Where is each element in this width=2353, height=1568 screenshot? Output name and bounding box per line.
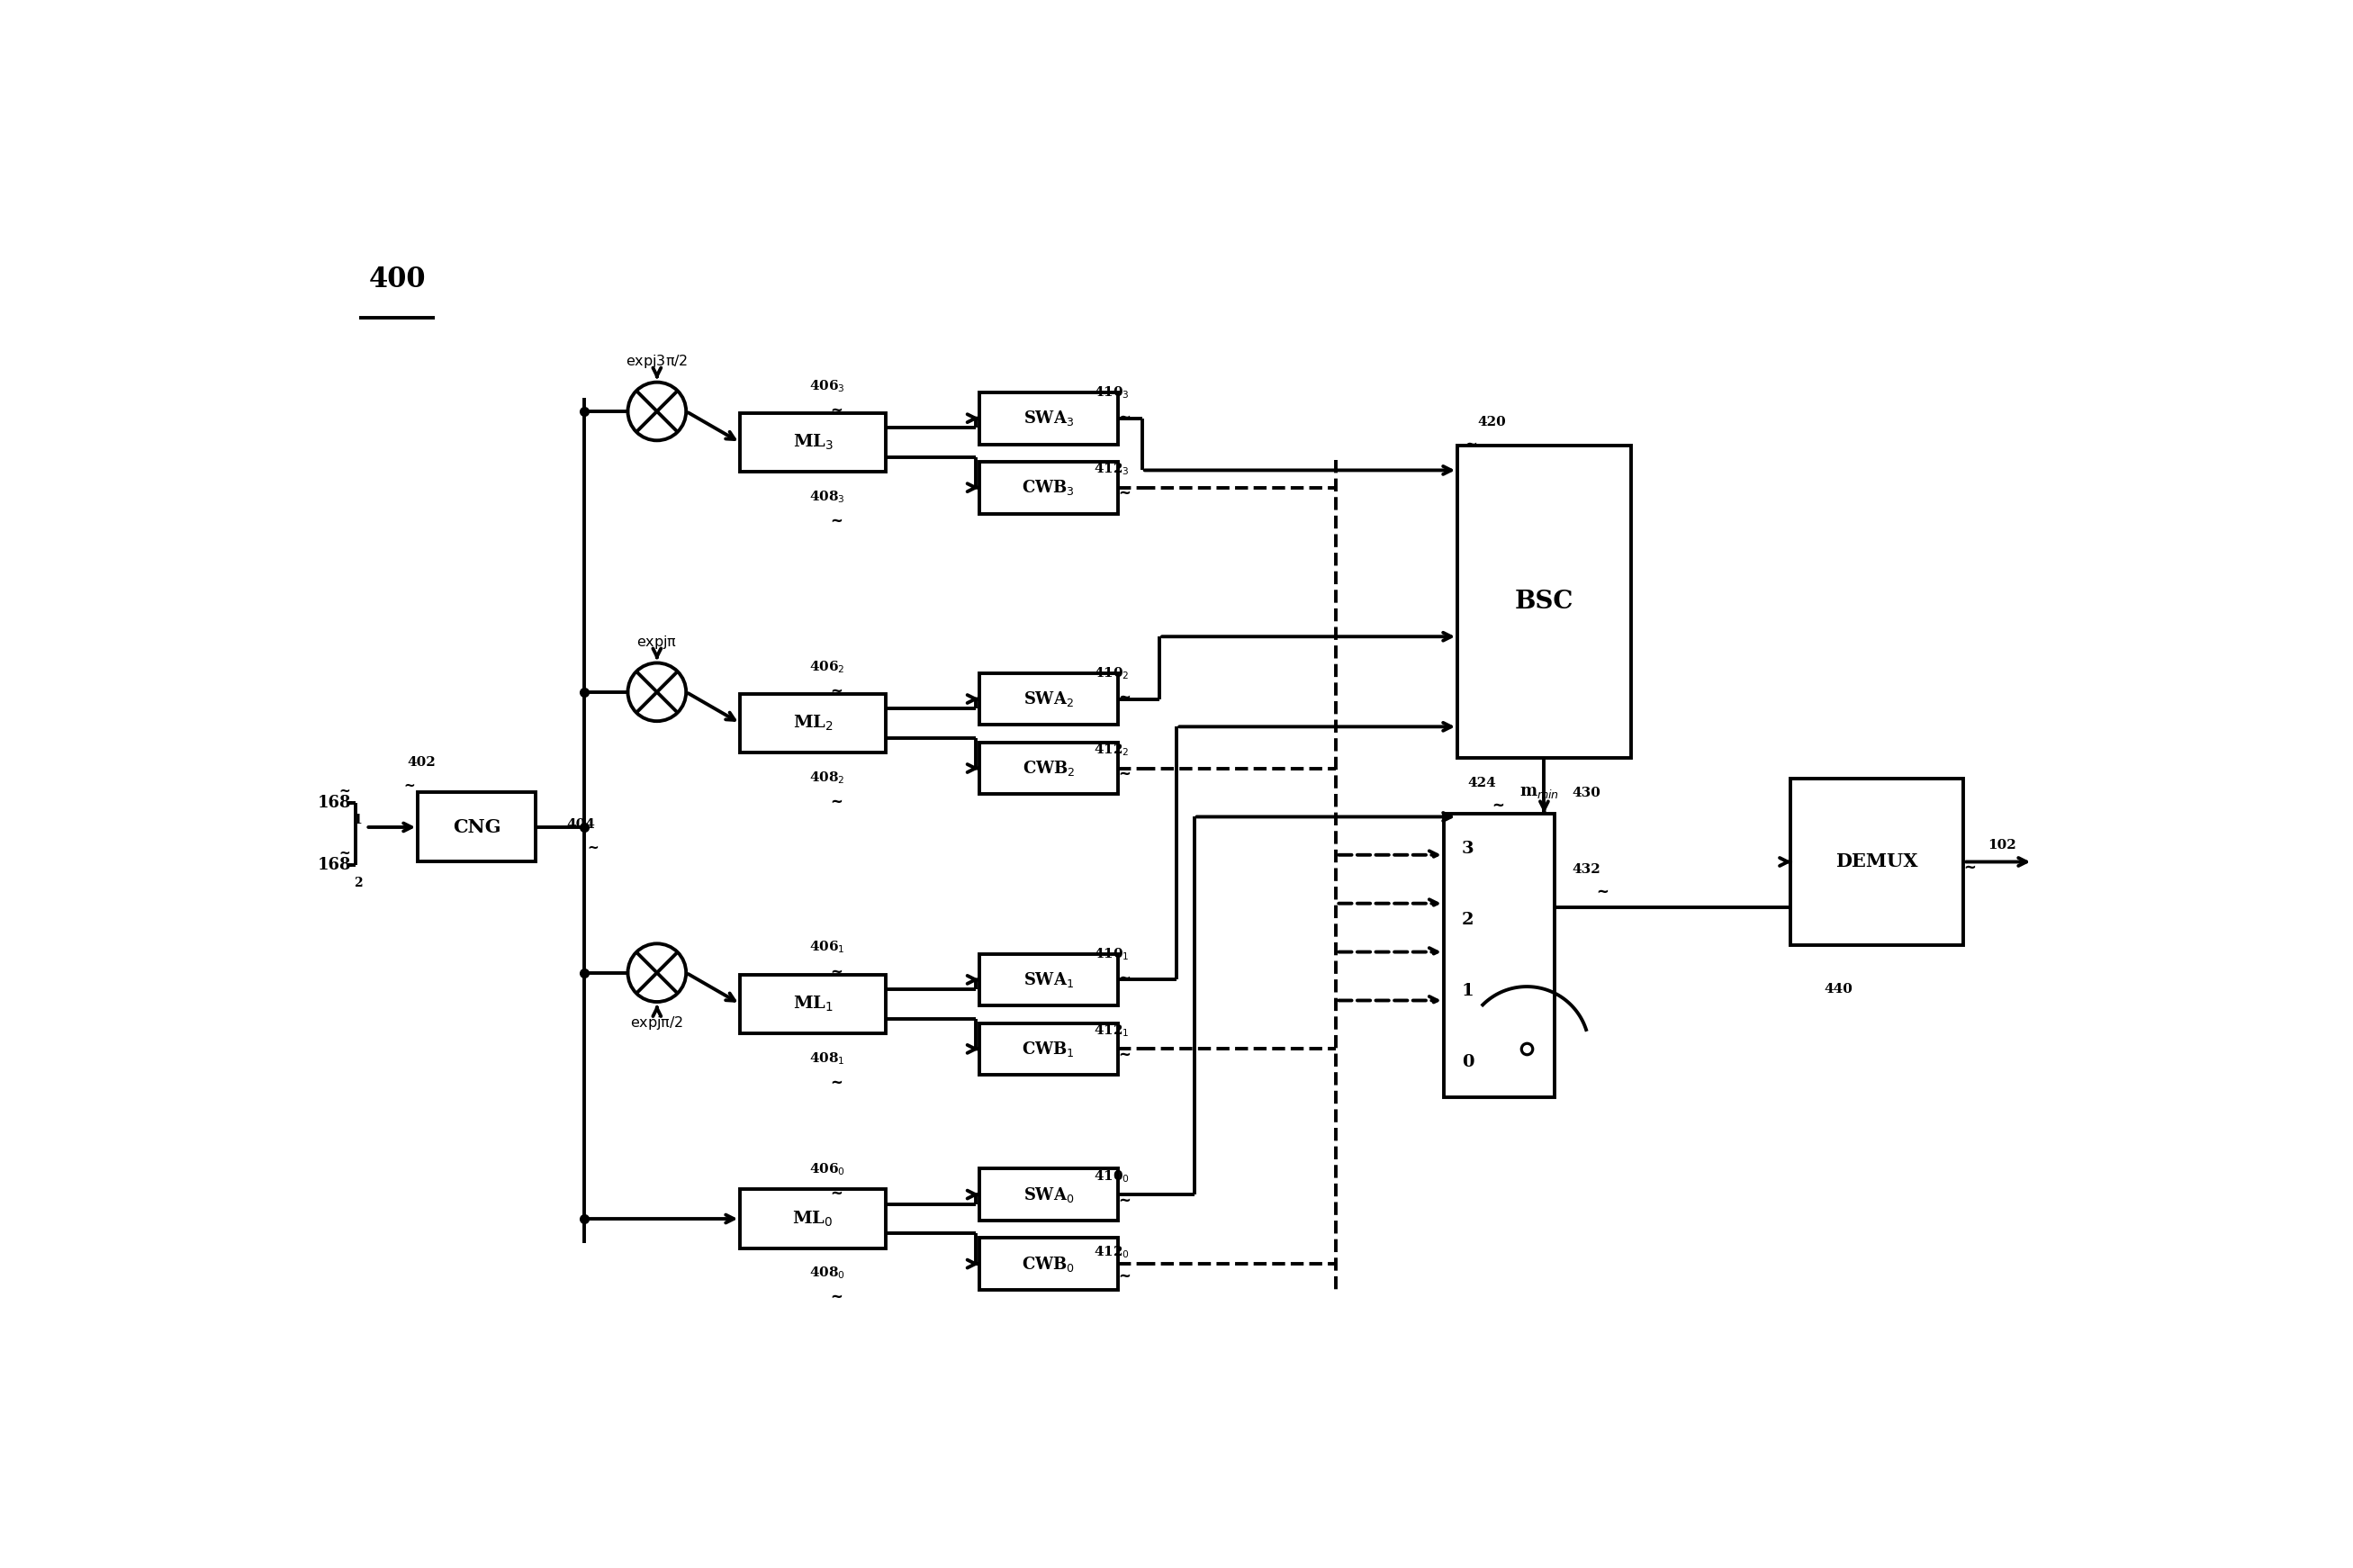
FancyBboxPatch shape (979, 392, 1118, 444)
Text: SWA$_3$: SWA$_3$ (1024, 409, 1073, 428)
Text: ~: ~ (1118, 1269, 1129, 1284)
Text: ~: ~ (1118, 485, 1129, 502)
Text: 410$_2$: 410$_2$ (1094, 666, 1129, 682)
Text: 406$_0$: 406$_0$ (809, 1162, 845, 1178)
FancyBboxPatch shape (741, 974, 885, 1033)
Text: ~: ~ (588, 842, 600, 855)
Text: ~: ~ (831, 1185, 842, 1201)
Text: 412$_3$: 412$_3$ (1094, 461, 1129, 477)
Text: 430: 430 (1572, 787, 1600, 800)
Text: CWB$_3$: CWB$_3$ (1021, 478, 1075, 497)
Text: 404: 404 (567, 818, 595, 831)
Text: 412$_0$: 412$_0$ (1094, 1245, 1129, 1261)
FancyBboxPatch shape (1445, 814, 1555, 1098)
FancyBboxPatch shape (979, 673, 1118, 724)
FancyBboxPatch shape (979, 742, 1118, 795)
Text: ~: ~ (1118, 765, 1129, 782)
Text: 3: 3 (1461, 840, 1473, 858)
Text: ML$_3$: ML$_3$ (793, 433, 833, 452)
Text: 400: 400 (369, 265, 426, 293)
Text: ~: ~ (1464, 437, 1478, 453)
Text: ~: ~ (405, 779, 416, 792)
Text: 1: 1 (353, 814, 362, 826)
FancyBboxPatch shape (979, 1022, 1118, 1076)
Text: 168: 168 (318, 795, 351, 811)
Text: 1: 1 (1461, 983, 1473, 999)
Text: CNG: CNG (452, 818, 501, 836)
Text: ~: ~ (339, 784, 351, 798)
Text: ~: ~ (1492, 797, 1504, 814)
Text: ~: ~ (1118, 1046, 1129, 1063)
Text: CWB$_0$: CWB$_0$ (1021, 1254, 1075, 1273)
FancyBboxPatch shape (979, 461, 1118, 514)
FancyBboxPatch shape (741, 693, 885, 753)
Text: ~: ~ (831, 401, 842, 419)
Text: 0: 0 (1461, 1054, 1473, 1069)
Text: CWB$_1$: CWB$_1$ (1021, 1040, 1075, 1058)
Text: 408$_2$: 408$_2$ (809, 770, 845, 786)
Text: 2: 2 (353, 877, 362, 889)
Text: 102: 102 (1988, 839, 2017, 851)
Text: BSC: BSC (1515, 590, 1574, 615)
FancyBboxPatch shape (1457, 445, 1631, 757)
Text: 412$_2$: 412$_2$ (1094, 742, 1129, 757)
Text: 440: 440 (1824, 983, 1854, 996)
Text: ~: ~ (831, 682, 842, 699)
Text: ~: ~ (831, 963, 842, 980)
Text: $\mathbf{\mathrm{exp{j3π/2}}}$: $\mathbf{\mathrm{exp{j3π/2}}}$ (626, 353, 687, 370)
Text: ~: ~ (831, 513, 842, 528)
Text: 424: 424 (1468, 776, 1497, 789)
Text: ~: ~ (1962, 859, 1977, 875)
Text: 410$_0$: 410$_0$ (1094, 1168, 1129, 1184)
Text: 432: 432 (1572, 862, 1600, 875)
Text: 410$_3$: 410$_3$ (1094, 386, 1129, 401)
Text: SWA$_0$: SWA$_0$ (1024, 1185, 1073, 1204)
Text: ~: ~ (1118, 690, 1129, 706)
FancyBboxPatch shape (741, 1189, 885, 1248)
FancyBboxPatch shape (419, 792, 536, 862)
Text: 420: 420 (1478, 416, 1506, 428)
FancyBboxPatch shape (979, 1168, 1118, 1220)
Text: 408$_3$: 408$_3$ (809, 489, 845, 505)
Text: ~: ~ (1118, 971, 1129, 986)
FancyBboxPatch shape (979, 953, 1118, 1005)
FancyBboxPatch shape (979, 1237, 1118, 1290)
Text: ML$_2$: ML$_2$ (793, 713, 833, 732)
Text: ~: ~ (1118, 409, 1129, 425)
Text: SWA$_1$: SWA$_1$ (1024, 971, 1073, 989)
Text: ~: ~ (1595, 884, 1609, 900)
Text: 408$_1$: 408$_1$ (809, 1051, 845, 1066)
Text: ~: ~ (831, 1074, 842, 1091)
Text: SWA$_2$: SWA$_2$ (1024, 690, 1073, 709)
Text: DEMUX: DEMUX (1835, 853, 1918, 870)
Text: CWB$_2$: CWB$_2$ (1021, 759, 1075, 778)
Text: 168: 168 (318, 858, 351, 873)
Text: m$_{min}$: m$_{min}$ (1520, 784, 1560, 801)
Text: ML$_1$: ML$_1$ (793, 994, 833, 1013)
Text: 2: 2 (1461, 911, 1473, 928)
Text: ~: ~ (1118, 1192, 1129, 1209)
Text: ~: ~ (831, 1289, 842, 1306)
FancyBboxPatch shape (741, 412, 885, 472)
Text: 412$_1$: 412$_1$ (1094, 1022, 1129, 1038)
Text: ~: ~ (339, 847, 351, 861)
Text: 406$_2$: 406$_2$ (809, 659, 845, 674)
Text: 410$_1$: 410$_1$ (1094, 947, 1129, 963)
Text: ML$_0$: ML$_0$ (793, 1209, 833, 1228)
Text: 406$_1$: 406$_1$ (809, 939, 845, 955)
Text: 402: 402 (407, 756, 435, 768)
Text: $\mathbf{\mathrm{exp{jπ/2}}}$: $\mathbf{\mathrm{exp{jπ/2}}}$ (631, 1014, 682, 1032)
Text: ~: ~ (831, 793, 842, 809)
Text: $\mathbf{\mathrm{exp{jπ}}}$: $\mathbf{\mathrm{exp{jπ}}}$ (638, 633, 678, 651)
Text: 408$_0$: 408$_0$ (809, 1265, 845, 1281)
FancyBboxPatch shape (1791, 779, 1962, 946)
Text: 406$_3$: 406$_3$ (809, 378, 845, 394)
